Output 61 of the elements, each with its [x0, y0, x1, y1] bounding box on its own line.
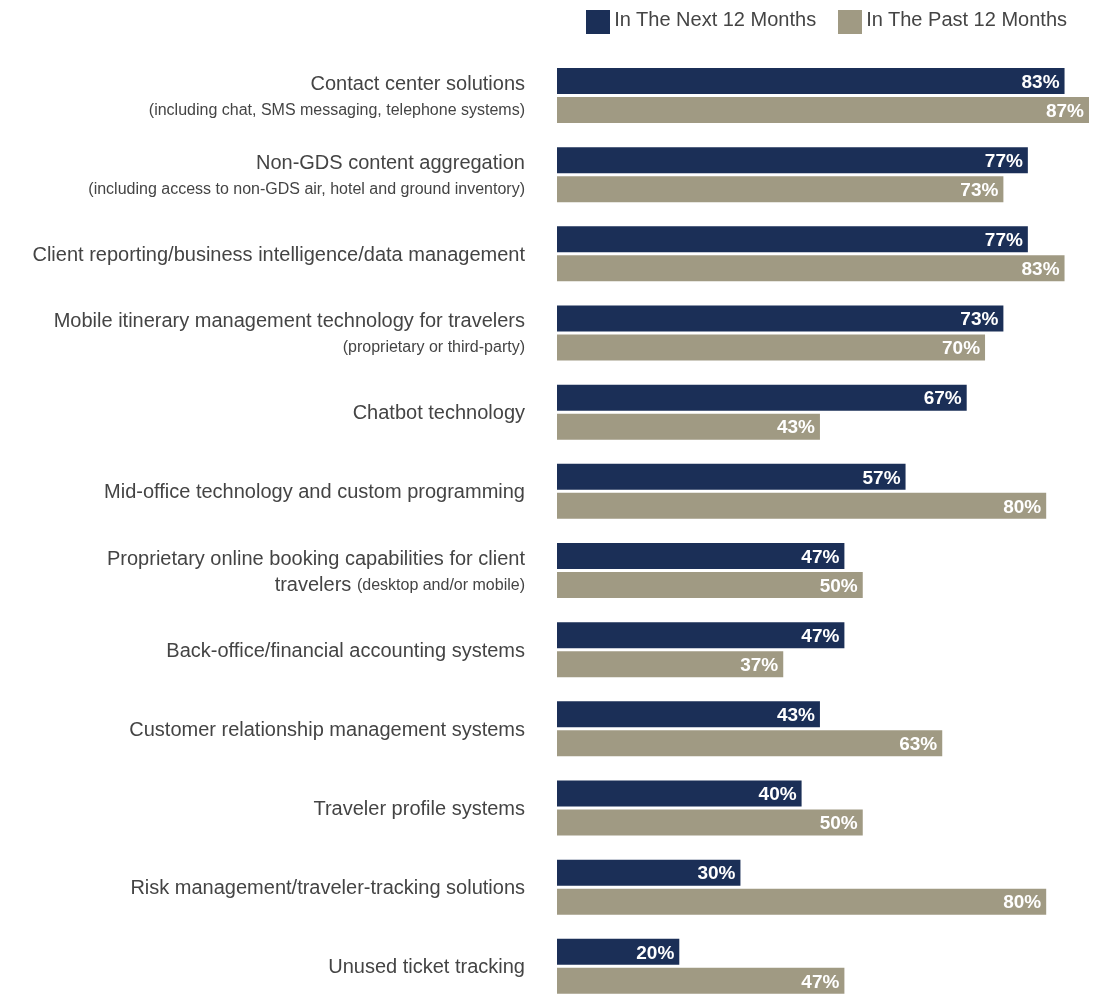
- bar: [557, 651, 784, 678]
- bar: [557, 701, 820, 728]
- bar: [557, 572, 863, 598]
- bar: [557, 859, 741, 886]
- data-label: 83%: [1021, 258, 1060, 280]
- data-label: 40%: [758, 783, 797, 805]
- y-tick-label: Back-office/financial accounting systems: [166, 638, 525, 661]
- legend-label: In The Past 12 Months: [866, 8, 1067, 30]
- bar: [557, 255, 1065, 282]
- data-label: 20%: [636, 941, 675, 963]
- bar: [557, 492, 1047, 519]
- bar: [557, 305, 1004, 332]
- bar: [557, 730, 943, 757]
- data-label: 50%: [819, 574, 858, 596]
- bar: [557, 334, 986, 361]
- data-label: 43%: [776, 704, 816, 726]
- y-tick-label: Proprietary online booking capabilities for client travelers (desktop and/or mobile): [106, 546, 526, 595]
- bar: [557, 967, 845, 994]
- y-tick-label: Unused ticket tracking: [328, 955, 525, 978]
- y-tick-label: Risk management/traveler-tracking solutions: [130, 876, 525, 899]
- bar: [557, 888, 1047, 915]
- data-label: 87%: [1045, 99, 1085, 121]
- data-label: 73%: [960, 178, 999, 200]
- y-tick-label: Client reporting/business intelligence/data management: [32, 242, 526, 265]
- data-label: 43%: [776, 416, 816, 438]
- y-tick-label: Non-GDS content aggregation (including access to non-GDS air, hotel and ground inventory): [88, 150, 525, 197]
- data-label: 47%: [801, 970, 840, 992]
- data-label: 47%: [801, 545, 840, 567]
- bar: [557, 622, 845, 649]
- bar: [557, 809, 863, 836]
- bar: [557, 543, 845, 569]
- y-tick-label: Chatbot technology: [352, 401, 525, 424]
- bar: [557, 68, 1065, 94]
- bar: [557, 780, 802, 807]
- y-tick-label: Traveler profile systems: [313, 797, 525, 820]
- data-label: 80%: [1003, 495, 1042, 517]
- bar: [557, 97, 1089, 123]
- data-label: 37%: [740, 653, 779, 675]
- data-label: 77%: [984, 149, 1023, 171]
- data-label: 47%: [801, 624, 840, 646]
- bar: [557, 413, 820, 440]
- bar: [557, 463, 906, 490]
- y-tick-label: Mid-office technology and custom programming: [104, 480, 525, 503]
- bar: [557, 384, 967, 411]
- data-label: 80%: [1003, 891, 1042, 913]
- y-tick-label: Contact center solutions (including chat, SMS messaging, telephone systems): [148, 71, 525, 118]
- bar: [557, 147, 1028, 174]
- bar: [557, 226, 1028, 253]
- data-label: 67%: [923, 387, 962, 409]
- legend-label: In The Next 12 Months: [614, 8, 817, 30]
- data-label: 77%: [984, 229, 1023, 251]
- y-tick-label: Customer relationship management systems: [129, 717, 525, 740]
- data-label: 63%: [899, 733, 938, 755]
- data-label: 50%: [819, 812, 858, 834]
- y-tick-label: Mobile itinerary management technology for travelers (proprietary or third-party): [53, 309, 525, 355]
- bar: [557, 176, 1004, 203]
- data-label: 57%: [862, 466, 901, 488]
- data-label: 83%: [1021, 70, 1060, 92]
- data-label: 73%: [960, 308, 999, 330]
- data-label: 30%: [697, 862, 736, 884]
- data-label: 70%: [942, 337, 981, 359]
